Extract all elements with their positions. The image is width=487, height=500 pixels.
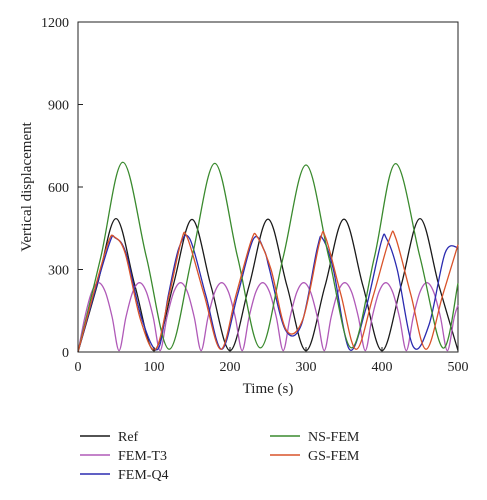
y-tick-label: 0 bbox=[62, 346, 69, 361]
legend-label: FEM-Q4 bbox=[118, 468, 169, 483]
y-tick-label: 600 bbox=[48, 181, 69, 196]
legend-item-fem-t3: FEM-T3 bbox=[80, 449, 167, 464]
y-tick-label: 1200 bbox=[41, 16, 69, 31]
series-line-ns-fem bbox=[77, 161, 459, 353]
y-tick-label: 900 bbox=[48, 99, 69, 114]
legend-label: GS-FEM bbox=[308, 449, 360, 464]
x-tick-label: 400 bbox=[372, 360, 393, 375]
ticks-layer: 0 100 200 300 400 500 0 300 600 900 1200 bbox=[41, 16, 469, 375]
legend-item-ref: Ref bbox=[80, 430, 139, 445]
legend-item-gs-fem: GS-FEM bbox=[270, 449, 360, 464]
series-line-fem-q4 bbox=[77, 233, 459, 353]
legend: Ref FEM-T3 FEM-Q4 NS-FEM GS-FEM bbox=[80, 430, 360, 483]
legend-label: FEM-T3 bbox=[118, 449, 167, 464]
series-line-gs-fem bbox=[77, 230, 459, 353]
legend-item-fem-q4: FEM-Q4 bbox=[80, 468, 169, 483]
series-line-fem-t3 bbox=[77, 282, 459, 353]
legend-label: NS-FEM bbox=[308, 430, 360, 445]
legend-item-ns-fem: NS-FEM bbox=[270, 430, 360, 445]
plot-area bbox=[77, 21, 459, 353]
x-tick-label: 300 bbox=[296, 360, 317, 375]
series-layer bbox=[77, 161, 459, 353]
x-tick-label: 200 bbox=[220, 360, 241, 375]
y-tick-label: 300 bbox=[48, 264, 69, 279]
series-line-ref bbox=[77, 217, 459, 353]
x-axis-label: Time (s) bbox=[243, 381, 294, 397]
plot-frame bbox=[77, 21, 459, 353]
legend-label: Ref bbox=[118, 430, 139, 445]
x-tick-label: 0 bbox=[75, 360, 82, 375]
x-tick-label: 500 bbox=[448, 360, 469, 375]
y-axis-label: Vertical displacement bbox=[19, 121, 35, 251]
x-tick-label: 100 bbox=[144, 360, 165, 375]
